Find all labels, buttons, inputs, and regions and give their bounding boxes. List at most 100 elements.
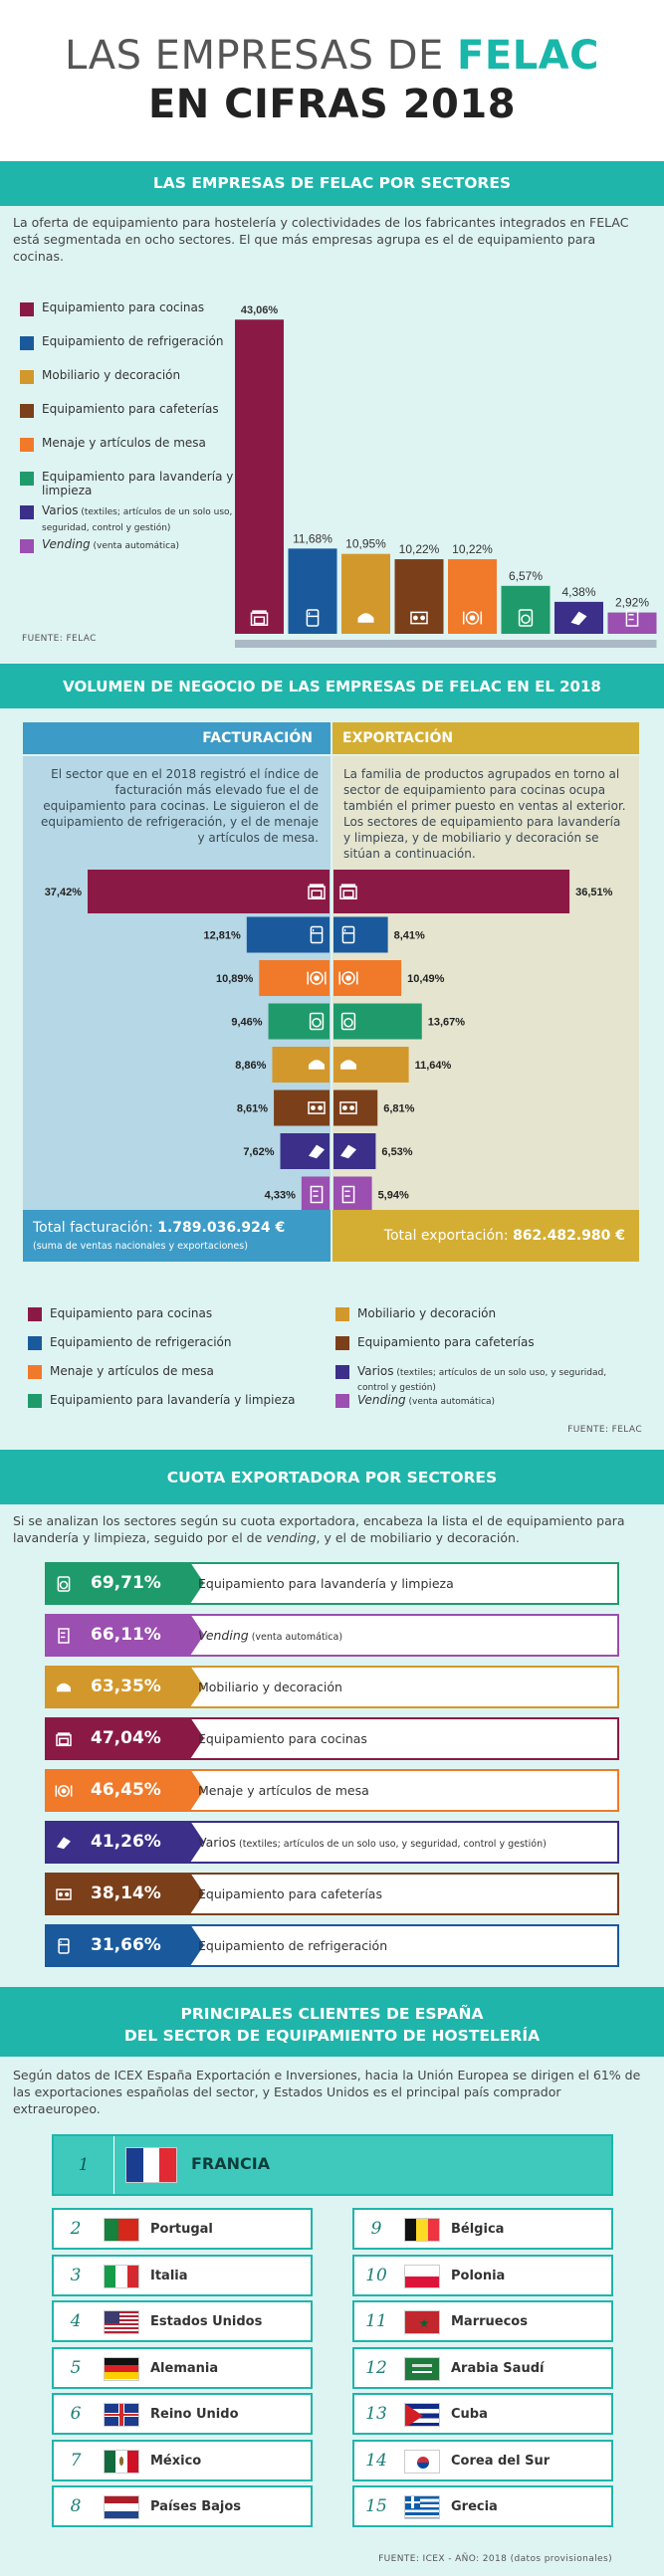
quota-row: 63,35% Mobiliario y decoración xyxy=(45,1666,619,1708)
tableware-icon xyxy=(338,971,358,985)
section3-band: CUOTA EXPORTADORA POR SECTORES xyxy=(0,1450,664,1504)
legend-label-text: Equipamiento para lavandería y limpieza xyxy=(50,1393,296,1407)
quota-arrow xyxy=(190,1821,204,1863)
quota-sector-name: Vending (venta automática) xyxy=(198,1628,616,1643)
flag-mx-icon xyxy=(104,2449,139,2474)
coffee-machine-icon xyxy=(339,1101,357,1114)
legend-swatch xyxy=(20,370,34,384)
country-rank: 10 xyxy=(365,2265,387,2285)
legend-label-text: Vending xyxy=(357,1393,406,1407)
quota-sector-name: Equipamiento para cafeterías xyxy=(198,1886,616,1901)
washing-machine-icon xyxy=(53,1574,73,1592)
oven-icon xyxy=(250,610,269,626)
legend-label: Varios (textiles; artículos de un solo u… xyxy=(42,503,251,535)
quota-value: 69,71% xyxy=(91,1573,161,1593)
country-rank: 2 xyxy=(70,2219,82,2239)
legend-label: Equipamiento para cafeterías xyxy=(42,402,251,416)
country-name: Italia xyxy=(150,2268,188,2283)
legend-label-text: Equipamiento para cocinas xyxy=(42,300,205,314)
coffee-machine-icon xyxy=(308,1101,326,1114)
quota-row: 69,71% Equipamiento para lavandería y lim… xyxy=(45,1562,619,1605)
legend-label-note: (textiles; artículos de un solo uso, y s… xyxy=(42,507,241,533)
quota-sector-name: Menaje y artículos de mesa xyxy=(198,1783,616,1798)
vending-icon xyxy=(53,1626,73,1644)
exportacion-value-label: 6,81% xyxy=(383,1103,414,1115)
legend-swatch xyxy=(28,1336,42,1350)
legend-label: Mobiliario y decoración xyxy=(42,368,251,382)
exportacion-bar xyxy=(333,960,402,996)
legend-label-text: Equipamiento para cafeterías xyxy=(42,402,219,416)
country-rank: 8 xyxy=(70,2496,82,2516)
country-name: Estados Unidos xyxy=(150,2314,263,2329)
section2: FACTURACIÓN EXPORTACIÓN El sector que en… xyxy=(0,708,664,1450)
exportacion-header: EXPORTACIÓN xyxy=(332,722,639,754)
country-card: 3 Italia xyxy=(52,2254,313,2296)
section3-title: CUOTA EXPORTADORA POR SECTORES xyxy=(166,1469,498,1486)
section2-source: FUENTE: FELAC xyxy=(567,1425,642,1435)
exportacion-bar xyxy=(333,870,570,913)
bar-value-label: 6,57% xyxy=(509,569,543,583)
textiles-icon xyxy=(570,611,587,626)
quota-sector-name: Equipamiento para lavandería y limpieza xyxy=(198,1576,616,1591)
legend-item: Vending (venta automática) xyxy=(20,537,239,571)
section1-intro: La oferta de equipamiento para hostelerí… xyxy=(13,215,629,264)
section3-intro-em: vending xyxy=(266,1530,317,1545)
exportacion-bar xyxy=(333,1176,372,1213)
country-name: Alemania xyxy=(150,2360,219,2376)
quota-sector-name: Mobiliario y decoración xyxy=(198,1680,616,1694)
country-rank: 13 xyxy=(365,2404,387,2424)
legend-item: Equipamiento de refrigeración xyxy=(28,1336,327,1362)
bar-value-label: 10,22% xyxy=(399,542,440,556)
furniture-icon xyxy=(309,1060,325,1070)
quota-value: 47,04% xyxy=(91,1728,161,1748)
section2-title: VOLUMEN DE NEGOCIO DE LAS EMPRESAS DE FE… xyxy=(63,678,601,695)
country-card: 14 Corea del Sur xyxy=(352,2439,613,2481)
legend-swatch xyxy=(20,336,34,350)
fridge-icon xyxy=(306,609,320,627)
legend-item: Equipamiento para cafeterías xyxy=(335,1336,634,1362)
country-rank: 7 xyxy=(70,2450,82,2471)
flag-kr-icon xyxy=(404,2449,440,2474)
legend-label: Mobiliario y decoración xyxy=(357,1307,616,1320)
legend-label-text: Varios xyxy=(357,1364,394,1378)
quota-arrow xyxy=(190,1562,204,1604)
exportacion-total: Total exportación: 862.482.980 € xyxy=(332,1210,639,1262)
facturacion-total: Total facturación: 1.789.036.924 € (suma… xyxy=(23,1210,331,1262)
quota-arrow xyxy=(190,1717,204,1759)
quota-sector-text: Varios xyxy=(198,1835,237,1850)
flag-it-icon xyxy=(104,2264,139,2288)
legend-item: Equipamiento para cocinas xyxy=(28,1307,327,1333)
legend-swatch xyxy=(20,438,34,452)
country-name: Bélgica xyxy=(451,2222,505,2237)
country-name: FRANCIA xyxy=(191,2154,271,2173)
legend-label-note: (venta automática) xyxy=(90,541,180,551)
flag-us-icon xyxy=(104,2310,139,2334)
exportacion-total-label: Total exportación: xyxy=(383,1228,514,1244)
quota-value: 31,66% xyxy=(91,1935,161,1955)
quota-label: 31,66% xyxy=(45,1924,190,1967)
coffee-machine-icon xyxy=(410,611,428,625)
legend-item: Menaje y artículos de mesa xyxy=(28,1365,327,1391)
washing-machine-icon xyxy=(309,1012,325,1031)
washing-machine-icon xyxy=(340,1012,356,1031)
exportacion-value-label: 11,64% xyxy=(415,1060,452,1072)
sector-bar xyxy=(448,559,497,634)
country-card: 10 Polonia xyxy=(352,2254,613,2296)
section1-band: LAS EMPRESAS DE FELAC POR SECTORES xyxy=(0,161,664,206)
legend-label-text: Varios xyxy=(42,503,79,517)
quota-label: 69,71% xyxy=(45,1562,190,1605)
section4: Según datos de ICEX España Exportación e… xyxy=(0,2057,664,2576)
legend-swatch xyxy=(28,1394,42,1408)
country-rank: 11 xyxy=(365,2311,387,2331)
exportacion-text: La familia de productos agrupados en tor… xyxy=(343,767,626,861)
country-rank: 3 xyxy=(70,2265,82,2285)
country-rank: 9 xyxy=(370,2219,382,2239)
bar-value-label: 10,22% xyxy=(452,542,493,556)
legend-label-text: Vending xyxy=(42,537,91,551)
country-name: Arabia Saudí xyxy=(451,2360,545,2376)
quota-arrow xyxy=(190,1769,204,1811)
section2-band: VOLUMEN DE NEGOCIO DE LAS EMPRESAS DE FE… xyxy=(0,664,664,708)
section4-title-2: DEL SECTOR DE EQUIPAMIENTO DE HOSTELERÍA xyxy=(123,2027,541,2045)
quota-row: 38,14% Equipamiento para cafeterías xyxy=(45,1873,619,1915)
facturacion-value-label: 37,42% xyxy=(45,887,83,898)
